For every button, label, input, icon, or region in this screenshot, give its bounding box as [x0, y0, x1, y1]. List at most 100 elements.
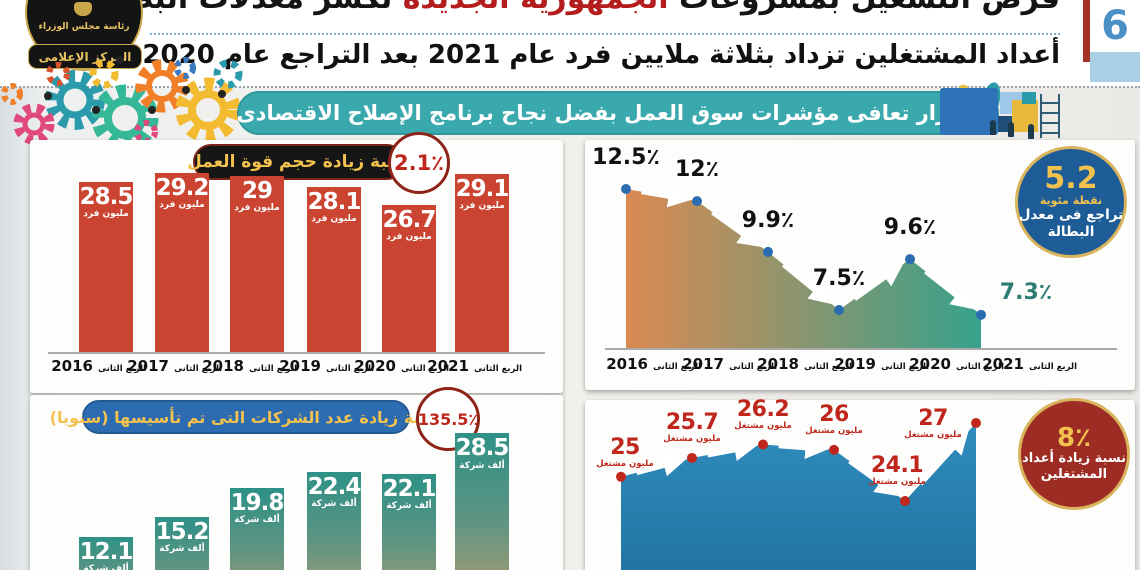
- x-axis-label: الربع الثانى 2020: [354, 357, 449, 375]
- x-axis-label: الربع الثانى 2018: [202, 357, 297, 375]
- cabinet-media-center-logo: رئاسة مجلس الوزراء المركز الإعلامى: [22, 0, 146, 74]
- point-label: 7.3٪: [999, 279, 1053, 305]
- bar-unit: مليون فرد: [386, 231, 432, 242]
- bar-value: 12.1: [79, 538, 134, 565]
- badge-unit: نقطة مئوية: [1039, 194, 1103, 208]
- bar: 28.1 مليون فرد: [307, 186, 362, 352]
- page-title: فرص التشغيل بمشروعات الجمهورية الجديدة ت…: [84, 0, 1060, 16]
- x-axis-label: الربع الثانى 2021: [982, 355, 1077, 373]
- bar-unit: ألف شركة: [311, 499, 357, 510]
- point-label: 7.5٪: [812, 266, 866, 291]
- bar-value: 22.4: [307, 473, 362, 500]
- bar-unit: مليون فرد: [234, 202, 280, 213]
- bar-value: 28.5: [455, 435, 510, 462]
- bar-unit: ألف شركة: [234, 515, 280, 526]
- ladder-icon: [1040, 94, 1060, 138]
- badge-text: نسبة زيادة أعداد المشتغلين: [1022, 451, 1126, 482]
- x-axis-label: الربع الثانى 2020: [909, 355, 1004, 373]
- employed-badge: 8٪ نسبة زيادة أعداد المشتغلين: [1018, 398, 1130, 510]
- bar-value: 29.2: [155, 175, 210, 202]
- logo-line1: رئاسة مجلس الوزراء: [38, 22, 130, 32]
- badge-value: 8٪: [1057, 423, 1091, 454]
- labor-force-badge-value: 2.1٪: [393, 151, 445, 175]
- point-label: 25 مليون مشتغل: [596, 434, 654, 469]
- bar: 22.1 ألف شركة: [382, 473, 436, 570]
- x-axis-label: الربع الثانى 2017: [682, 355, 777, 373]
- worker-figure-icon: [990, 120, 996, 135]
- bar-value: 15.2: [155, 519, 210, 546]
- x-axis: [605, 348, 1117, 350]
- page-number: 6: [1090, 0, 1140, 52]
- puzzle-piece-icon: [1012, 100, 1038, 132]
- x-axis-label: الربع الثانى 2021: [427, 357, 522, 375]
- bar: 29.1 مليون فرد: [455, 174, 509, 352]
- header-background: [0, 0, 1140, 87]
- bar-value: 26.7: [382, 206, 437, 233]
- worker-figure-icon: [1028, 124, 1034, 139]
- gears-illustration: [1, 56, 243, 148]
- bar: 29 مليون فرد: [230, 175, 284, 352]
- puzzle-piece-icon: [1022, 92, 1036, 104]
- labor-force-badge: 2.1٪: [388, 132, 450, 194]
- x-axis: [48, 352, 545, 354]
- bar-unit: ألف شركة: [159, 544, 205, 555]
- bar-value: 19.8: [230, 490, 285, 517]
- employed-area-chart: [616, 418, 981, 570]
- companies-chart-title: نسبة زيادة عدد الشركات التى تم تأسيسها (…: [50, 400, 442, 434]
- bar-value: 28.1: [307, 188, 362, 215]
- bar-value: 29: [241, 177, 273, 204]
- bar-value: 28.5: [79, 183, 134, 210]
- point-label: 9.6٪: [883, 215, 937, 241]
- labor-force-chart-panel: نسبة زيادة حجم قوة العمل 2.1٪ 28.5 مليون…: [30, 132, 563, 393]
- bar-value: 29.1: [455, 176, 510, 203]
- worker-figure-icon: [1008, 122, 1014, 137]
- blue-block: [940, 88, 998, 135]
- bar: 26.7 مليون فرد: [382, 204, 437, 352]
- badge-text: تراجع فى معدل البطالة: [1018, 207, 1124, 240]
- point-label: 12٪: [674, 157, 720, 183]
- bar: 22.4 ألف شركة: [307, 471, 362, 570]
- x-axis-label: الربع الثانى 2019: [279, 357, 374, 375]
- bar: 28.5 ألف شركة: [455, 433, 509, 570]
- x-axis-label: الربع الثانى 2019: [834, 355, 929, 373]
- companies-badge: 135.5٪: [416, 387, 480, 451]
- unemployment-area-chart: [621, 184, 986, 348]
- x-axis-label: الربع الثانى 2018: [757, 355, 852, 373]
- recovery-banner: استمرار تعافى مؤشرات سوق العمل بفضل نجاح…: [236, 91, 1000, 135]
- bar-unit: مليون فرد: [83, 209, 129, 220]
- headline-pre: فرص التشغيل بمشروعات: [669, 0, 1060, 16]
- page-number-bookmark: 6: [1083, 0, 1140, 84]
- bookmark-blue-band: [1090, 52, 1140, 82]
- bar: 15.2 ألف شركة: [155, 517, 209, 570]
- point-label: 24.1 مليون مشتغل: [868, 453, 926, 488]
- bar: 29.2 مليون فرد: [155, 173, 209, 352]
- header-divider: [150, 33, 1060, 35]
- bar-unit: ألف شركة: [83, 563, 129, 570]
- unemployment-badge: 5.2 نقطة مئوية تراجع فى معدل البطالة: [1015, 146, 1127, 258]
- companies-badge-value: 135.5٪: [417, 409, 479, 429]
- headline-post: تكسر معدلات البطالة: [84, 0, 402, 16]
- point-label: 25.7 مليون مشتغل: [663, 409, 721, 444]
- point-label: 26 مليون مشتغل: [805, 401, 863, 436]
- bar-unit: ألف شركة: [386, 500, 432, 511]
- point-label: 9.9٪: [741, 207, 795, 233]
- bar: 28.5 مليون فرد: [79, 181, 134, 352]
- bar-unit: مليون فرد: [159, 200, 205, 211]
- bar: 12.1 ألف شركة: [79, 536, 134, 570]
- bar-unit: مليون فرد: [311, 214, 357, 225]
- badge-value: 5.2: [1044, 161, 1098, 197]
- x-axis-label: الربع الثانى 2016: [606, 355, 701, 373]
- page-subtitle: أعداد المشتغلين تزداد بثلاثة ملايين فرد …: [142, 40, 1060, 70]
- unemployment-chart-panel: 12.5٪ 12٪ 9.9٪ 7.5٪ 9.6٪ 7.3٪ الربع الثانى 20…: [585, 140, 1135, 390]
- headline-highlight: الجمهورية الجديدة: [403, 0, 669, 16]
- companies-chart-panel: نسبة زيادة عدد الشركات التى تم تأسيسها (…: [30, 387, 563, 570]
- point-label: 12.5٪: [592, 145, 660, 170]
- section-divider: [0, 86, 1140, 88]
- point-label: 27 مليون مشتغل: [904, 406, 962, 441]
- logo-line2: المركز الإعلامى: [28, 44, 142, 69]
- labor-force-chart-title: نسبة زيادة حجم قوة العمل: [187, 144, 411, 180]
- puzzle-illustration: [938, 80, 1068, 140]
- bar: 19.8 ألف شركة: [230, 488, 284, 570]
- employed-chart-panel: 25 مليون مشتغل 25.7 مليون مشتغل 26.2 مليون مش…: [585, 398, 1135, 570]
